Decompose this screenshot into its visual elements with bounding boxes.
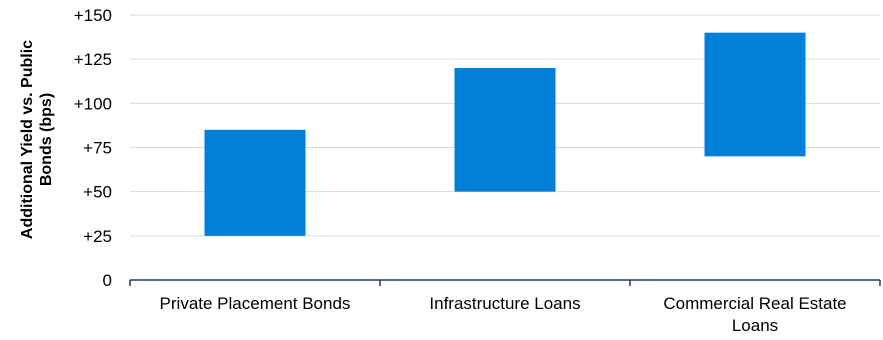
y-tick-label: +125 <box>74 50 112 69</box>
y-tick-label: +100 <box>74 94 112 113</box>
x-category-labels: Private Placement Bonds Infrastructure Lo… <box>160 294 847 335</box>
x-category-label: Infrastructure Loans <box>429 294 580 313</box>
range-bar <box>454 68 556 192</box>
axes <box>129 279 881 286</box>
x-category-label: Commercial Real Estate Loans <box>663 294 846 335</box>
y-tick-label: +50 <box>83 183 112 202</box>
range-bar <box>704 32 806 157</box>
y-tick-label: +75 <box>83 139 112 158</box>
y-tick-labels: 0 +25 +50 +75 +100 +125 +150 <box>74 6 112 290</box>
bars <box>204 32 806 236</box>
y-tick-label: +150 <box>74 6 112 25</box>
x-category-label: Private Placement Bonds <box>160 294 351 313</box>
y-axis-title: Additional Yield vs. Public Bonds (bps) <box>19 40 55 239</box>
y-tick-label: +25 <box>83 227 112 246</box>
range-bar <box>204 129 306 236</box>
y-tick-label: 0 <box>103 271 112 290</box>
